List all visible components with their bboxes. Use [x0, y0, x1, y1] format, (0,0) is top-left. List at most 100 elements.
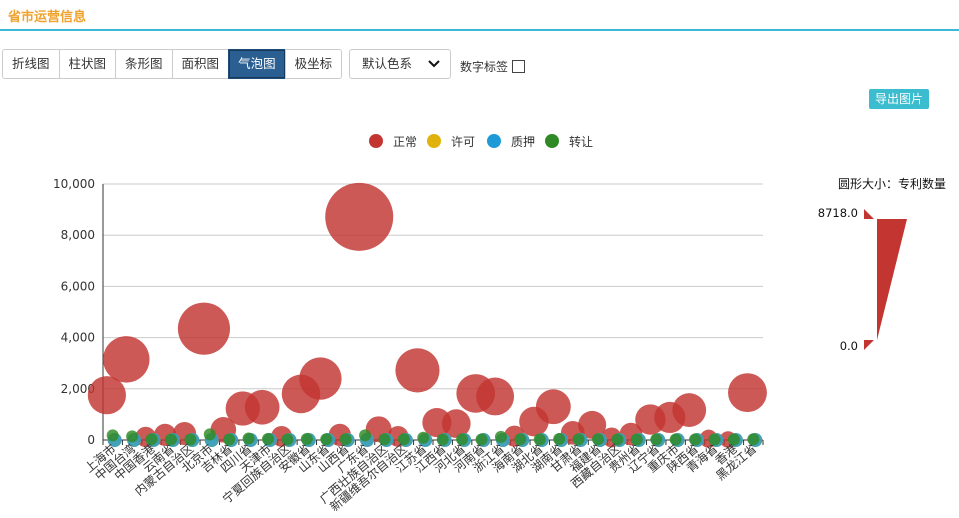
bubble-point	[154, 423, 177, 446]
bubble-point	[690, 433, 704, 447]
bubble-point	[699, 429, 718, 448]
bubble-point	[630, 433, 643, 446]
bubble-point	[107, 433, 122, 447]
bubble-point	[378, 433, 391, 446]
x-tick-label: 辽宁省	[625, 441, 662, 476]
bubble-point	[651, 433, 666, 447]
color-theme-dropdown[interactable]: 默认色系	[349, 49, 451, 79]
x-axis-labels: 上海市中国台湾中国香港云南省内蒙古自治区北京市吉林省四川省天津市宁夏回族自治区安…	[81, 441, 759, 514]
bubble-point	[204, 433, 219, 447]
section-title: 省市运营信息	[8, 10, 87, 25]
bubble-point	[573, 433, 588, 447]
bubble-point	[457, 433, 472, 447]
x-tick-label: 湖南省	[528, 441, 565, 476]
bubble-point	[457, 433, 472, 447]
bubble-point	[631, 433, 646, 447]
x-tick-label: 青海省	[683, 441, 720, 476]
bubble-point	[612, 433, 627, 447]
bubble-point	[456, 433, 469, 446]
bubble-point	[87, 376, 126, 415]
bubble-point	[164, 433, 177, 446]
bubble-point	[301, 433, 316, 447]
bubble-point	[301, 433, 316, 447]
bubble-point	[728, 433, 743, 447]
x-tick-label: 甘肃省	[548, 442, 585, 476]
chart-grid: 0 2,000 4,000 6,000 8,000 10,000	[53, 177, 763, 447]
bubble-point	[281, 433, 294, 446]
y-tick-label: 2,000	[61, 382, 95, 396]
bubble-point	[534, 433, 549, 447]
bubble-point	[127, 433, 142, 447]
legend-marker	[369, 134, 383, 148]
bubble-point	[495, 433, 510, 447]
bubble-point	[534, 433, 549, 447]
legend-marker	[427, 134, 441, 148]
bubble-point	[418, 433, 433, 447]
bubble-point	[709, 433, 724, 447]
tab-area[interactable]: 面积图	[171, 49, 230, 79]
bubble-point	[325, 182, 394, 251]
bubble-point	[689, 433, 702, 446]
bubble-point	[476, 433, 491, 447]
bubble-point	[203, 428, 216, 441]
x-tick-label: 福建省	[567, 441, 604, 476]
bubble-point	[727, 433, 740, 446]
x-tick-label: 吉林省	[199, 442, 236, 476]
bubble-point	[441, 409, 471, 438]
color-theme-label: 默认色系	[362, 56, 413, 71]
bubble-point	[184, 433, 197, 446]
bubble-point	[475, 433, 488, 446]
export-image-button[interactable]: 导出图片	[869, 89, 929, 109]
bubble-point	[709, 433, 724, 447]
bubble-point	[650, 433, 663, 446]
tab-polar[interactable]: 极坐标	[284, 49, 343, 79]
bubble-point	[165, 433, 180, 447]
bubble-point	[533, 433, 546, 446]
bubble-point	[172, 422, 197, 446]
bubble-point	[592, 433, 607, 447]
bubble-point	[328, 423, 351, 446]
bubble-point	[262, 432, 274, 445]
x-tick-label: 广东省	[334, 442, 371, 476]
bubble-point	[146, 433, 161, 447]
bubble-point	[494, 430, 507, 443]
x-tick-label: 香港	[712, 442, 739, 468]
bubble-point	[592, 433, 607, 447]
bubble-point	[747, 433, 760, 446]
bubble-point	[436, 433, 449, 446]
tab-column[interactable]: 柱状图	[58, 49, 117, 79]
bubble-point	[476, 433, 491, 447]
visual-map-title: 圆形大小：专利数量	[838, 176, 946, 191]
bubble-point	[728, 433, 743, 447]
bubble-point	[360, 433, 374, 447]
bubble-point	[398, 433, 413, 447]
bubble-point	[573, 433, 588, 447]
bubble-point	[224, 433, 239, 447]
x-tick-label: 内蒙古自治区	[131, 441, 196, 499]
x-tick-label: 新疆维吾尔自治区	[327, 441, 410, 514]
bubble-point	[243, 433, 258, 447]
bubble-point	[578, 410, 607, 439]
data-label-checkbox[interactable]	[512, 60, 526, 73]
bubble-point	[127, 433, 142, 447]
data-label-toggle[interactable]: 数字标签	[460, 58, 526, 75]
data-label-toggle-label: 数字标签	[460, 60, 509, 74]
x-tick-label: 北京市	[178, 441, 215, 476]
bubble-point	[379, 433, 394, 447]
bubble-point	[204, 433, 219, 447]
bubble-point	[339, 433, 352, 446]
tab-bar[interactable]: 条形图	[115, 49, 173, 79]
x-tick-label: 海南省	[489, 441, 526, 476]
tab-bubble[interactable]: 气泡图	[228, 49, 286, 79]
tab-line[interactable]: 折线图	[2, 49, 60, 79]
bubble-point	[654, 401, 686, 434]
bubble-point	[719, 431, 737, 448]
bubble-point	[535, 389, 571, 425]
x-tick-label: 河南省	[450, 441, 487, 476]
bubble-point	[126, 430, 139, 443]
visual-map-gradient	[877, 219, 907, 340]
bubble-point	[631, 433, 646, 447]
chart-bubbles	[87, 182, 767, 448]
y-tick-label: 6,000	[61, 279, 95, 293]
bubble-point	[503, 425, 526, 447]
